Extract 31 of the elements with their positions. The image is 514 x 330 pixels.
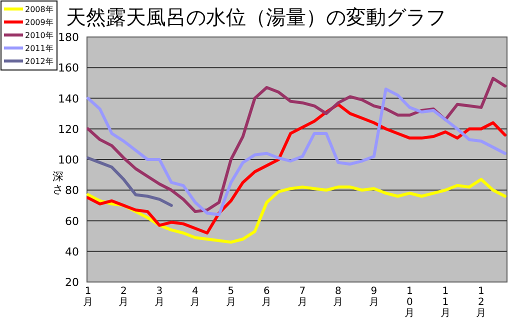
- legend-label: 2012年: [25, 57, 54, 66]
- chart-title: 天然露天風呂の水位（湯量）の変動グラフ: [66, 5, 446, 29]
- y-tick-label: 40: [65, 245, 79, 258]
- y-tick-label: 80: [65, 184, 79, 198]
- y-tick-label: 180: [58, 31, 79, 44]
- y-tick-label: 160: [58, 62, 79, 75]
- x-tick-label: 2月: [118, 286, 129, 308]
- y-axis-title: 深さ: [52, 170, 64, 196]
- x-tick-label: 1月: [83, 286, 93, 308]
- legend-label: 2008年: [25, 5, 54, 14]
- x-tick-label: 10月: [404, 286, 415, 319]
- x-tick-label: 9月: [368, 286, 379, 308]
- legend-label: 2009年: [25, 18, 54, 27]
- x-tick-label: 5月: [226, 286, 236, 308]
- x-tick-label: 6月: [262, 286, 272, 308]
- legend-label: 2010年: [25, 31, 54, 40]
- y-tick-label: 20: [65, 276, 79, 289]
- line-series: [86, 178, 506, 244]
- x-tick-label: 3月: [154, 286, 164, 308]
- x-tick-label: 4月: [190, 286, 200, 308]
- y-tick-label: 140: [58, 92, 79, 106]
- legend-label: 2011年: [25, 44, 54, 53]
- x-tick-label: 7月: [297, 286, 308, 308]
- x-tick-label: 11月: [440, 286, 450, 319]
- line-series: [86, 156, 173, 207]
- y-tick-label: 120: [58, 122, 79, 136]
- y-tick-label: 60: [65, 214, 79, 228]
- y-tick-label: 100: [58, 154, 79, 166]
- line-series: [86, 102, 506, 234]
- x-tick-label: 8月: [333, 286, 344, 308]
- x-tick-label: 12月: [476, 286, 486, 319]
